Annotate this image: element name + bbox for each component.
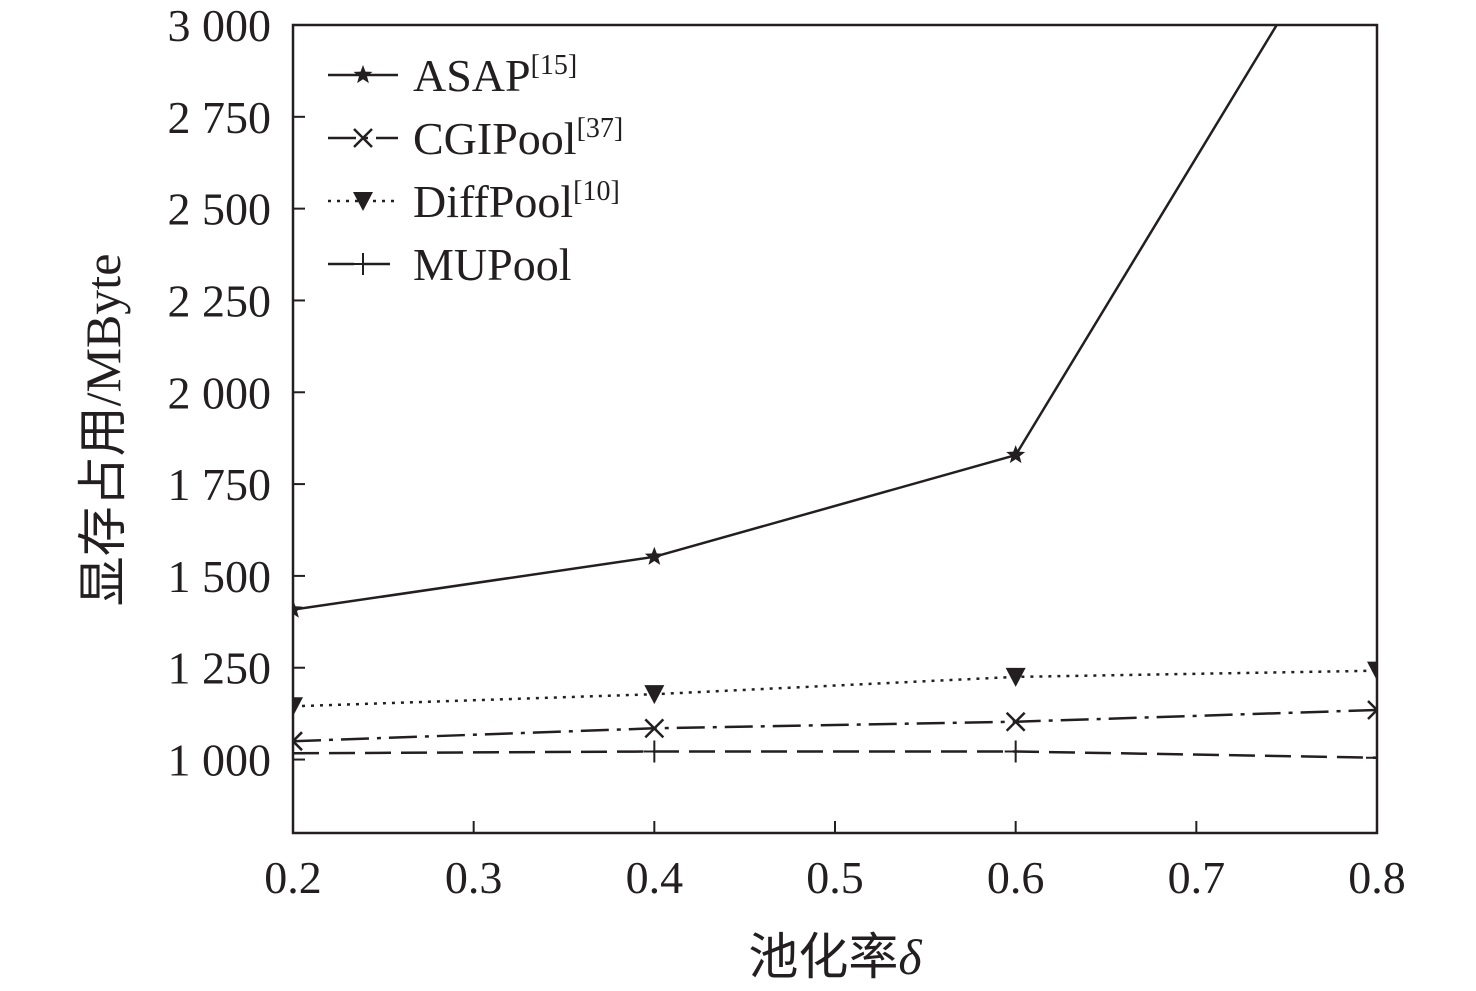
data-point-triangle-down-marker — [644, 685, 665, 705]
x-tick-label: 0.7 — [1168, 852, 1226, 903]
series-cgipool — [293, 700, 1377, 752]
y-tick-label: 2 000 — [168, 367, 272, 418]
x-tick-label: 0.5 — [806, 852, 864, 903]
data-point-x-marker — [353, 128, 373, 148]
series-line — [293, 669, 1377, 708]
legend-item-diffpool: DiffPool[10] — [328, 176, 620, 227]
series-line — [293, 708, 1377, 743]
legend-item-mupool: MUPool — [328, 239, 571, 290]
series-layer — [293, 25, 1377, 769]
series-diffpool — [293, 661, 1377, 717]
series-line — [293, 25, 1279, 611]
data-point-star-marker — [1006, 445, 1026, 464]
series-mupool — [293, 740, 1377, 769]
legend: ASAP[15] CGIPool[37] DiffPool[10] MUPool — [328, 50, 623, 290]
legend-reference: [37] — [577, 113, 624, 144]
data-point-plus-marker — [1004, 740, 1027, 763]
legend-label: CGIPool[37] — [413, 113, 623, 164]
data-point-plus-marker — [352, 253, 374, 275]
legend-label: MUPool — [413, 239, 571, 290]
x-axis: 0.2 0.3 0.4 0.5 0.6 0.7 0.8 — [264, 821, 1406, 903]
y-tick-label: 3 000 — [168, 0, 272, 51]
data-point-x-marker — [293, 731, 303, 752]
y-tick-label: 1 000 — [168, 735, 272, 786]
data-point-plus-marker — [643, 740, 666, 763]
data-point-x-marker — [1367, 700, 1377, 720]
y-axis: 1 000 1 250 1 500 1 750 2 000 2 250 2 500 2 750… — [168, 0, 305, 786]
y-tick-label: 2 250 — [168, 275, 272, 326]
y-tick-label: 1 500 — [168, 551, 272, 602]
x-tick-label: 0.8 — [1348, 852, 1406, 903]
data-point-triangle-down-marker — [353, 192, 373, 211]
y-tick-label: 1 250 — [168, 643, 272, 694]
legend-item-asap: ASAP[15] — [328, 50, 577, 101]
legend-label: DiffPool[10] — [413, 176, 620, 227]
data-point-plus-marker — [1366, 746, 1377, 769]
data-point-star-marker — [353, 65, 373, 84]
legend-label: ASAP[15] — [413, 50, 577, 101]
x-tick-label: 0.2 — [264, 852, 322, 903]
y-tick-label: 2 500 — [168, 184, 272, 235]
x-tick-label: 0.3 — [445, 852, 503, 903]
data-point-x-marker — [1005, 711, 1026, 732]
data-point-triangle-down-marker — [1367, 661, 1377, 681]
data-point-star-marker — [293, 599, 303, 618]
data-point-triangle-down-marker — [1005, 667, 1026, 687]
data-point-plus-marker — [293, 742, 304, 765]
series-line — [293, 750, 1377, 759]
legend-reference: [15] — [531, 50, 578, 81]
data-point-triangle-down-marker — [293, 697, 303, 717]
legend-item-cgipool: CGIPool[37] — [328, 113, 623, 164]
y-tick-label: 1 750 — [168, 459, 272, 510]
y-axis-label: 显存占用/MByte — [75, 254, 131, 607]
data-point-x-marker — [644, 718, 665, 739]
x-axis-label: 池化率δ — [748, 929, 922, 985]
x-tick-label: 0.4 — [626, 852, 684, 903]
legend-reference: [10] — [573, 176, 620, 207]
x-tick-label: 0.6 — [987, 852, 1045, 903]
y-tick-label: 2 750 — [168, 92, 272, 143]
data-point-star-marker — [644, 546, 664, 565]
series-asap — [293, 25, 1279, 618]
